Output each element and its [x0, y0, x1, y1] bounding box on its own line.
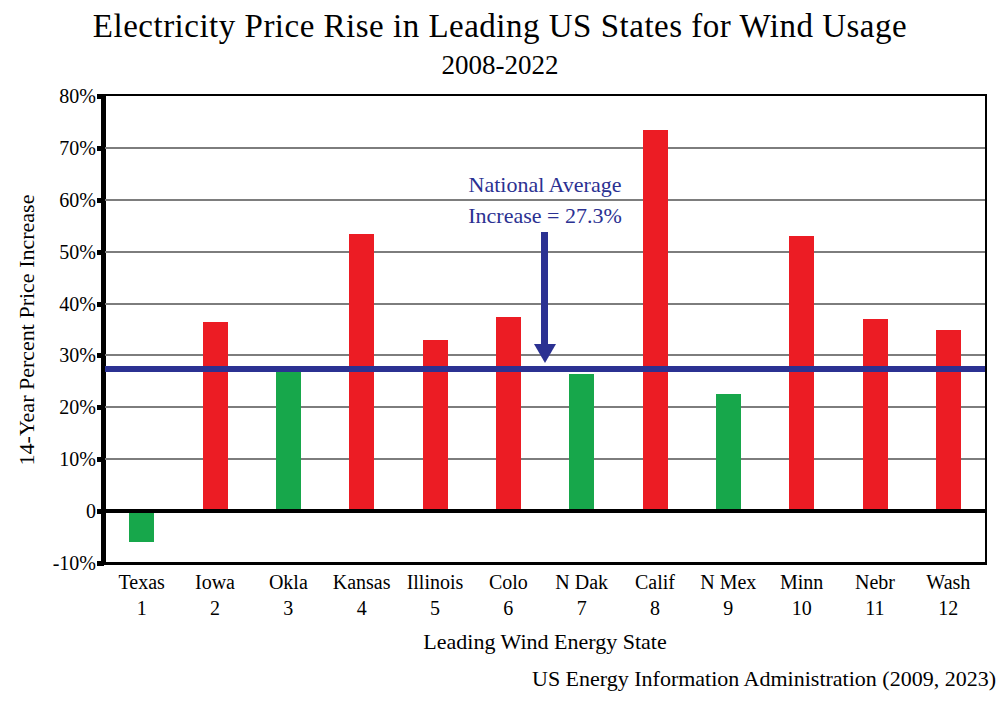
bar-iowa	[203, 322, 228, 511]
y-tick-mark-40	[97, 302, 104, 307]
y-tick-mark-60	[97, 198, 104, 203]
bar-nebr	[863, 319, 888, 511]
y-tick-label--10: -10%	[0, 552, 96, 574]
y-tick-label-30: 30%	[0, 344, 96, 366]
chart-title: Electricity Price Rise in Leading US Sta…	[0, 8, 1000, 45]
bar-n-dak	[569, 374, 594, 512]
gridline-70	[105, 147, 985, 149]
x-tick-wash: Wash12	[903, 569, 993, 621]
y-tick-label-50: 50%	[0, 241, 96, 263]
y-tick-mark--10	[97, 561, 104, 566]
y-tick-mark-20	[97, 405, 104, 410]
y-axis-title: 14-Year Percent Price Increase	[14, 195, 40, 466]
y-tick-mark-70	[97, 146, 104, 151]
y-tick-label-10: 10%	[0, 448, 96, 470]
y-tick-label-0: 0	[0, 500, 96, 522]
chart-subtitle: 2008-2022	[0, 50, 1000, 81]
y-tick-mark-80	[97, 94, 104, 99]
bar-n-mex	[716, 394, 741, 511]
y-tick-label-40: 40%	[0, 293, 96, 315]
source-note: US Energy Information Administration (20…	[532, 666, 996, 692]
y-tick-mark-10	[97, 457, 104, 462]
y-tick-label-20: 20%	[0, 396, 96, 418]
y-tick-mark-50	[97, 250, 104, 255]
x-axis-title: Leading Wind Energy State	[423, 629, 666, 655]
y-tick-mark-0	[97, 509, 104, 514]
y-tick-label-60: 60%	[0, 189, 96, 211]
bar-texas	[129, 511, 154, 542]
y-tick-label-70: 70%	[0, 137, 96, 159]
gridline-20	[105, 406, 985, 408]
zero-baseline	[105, 509, 985, 513]
bar-okla	[276, 371, 301, 511]
x-tick-rank-label: 12	[903, 595, 993, 621]
gridline-10	[105, 458, 985, 460]
arrow-shaft	[541, 232, 548, 344]
bar-minn	[789, 236, 814, 511]
annotation-line-2: Increase = 27.3%	[468, 200, 622, 231]
chart-canvas: Electricity Price Rise in Leading US Sta…	[0, 0, 1000, 702]
national-average-line	[105, 366, 985, 372]
x-tick-state-label: Wash	[903, 569, 993, 595]
bar-colo	[496, 317, 521, 512]
y-tick-mark-30	[97, 353, 104, 358]
y-tick-label-80: 80%	[0, 85, 96, 107]
annotation-line-1: National Average	[468, 169, 622, 200]
bar-wash	[936, 330, 961, 512]
national-average-annotation: National Average Increase = 27.3%	[468, 169, 622, 231]
bar-calif	[643, 130, 668, 511]
down-arrow-icon	[534, 344, 556, 363]
